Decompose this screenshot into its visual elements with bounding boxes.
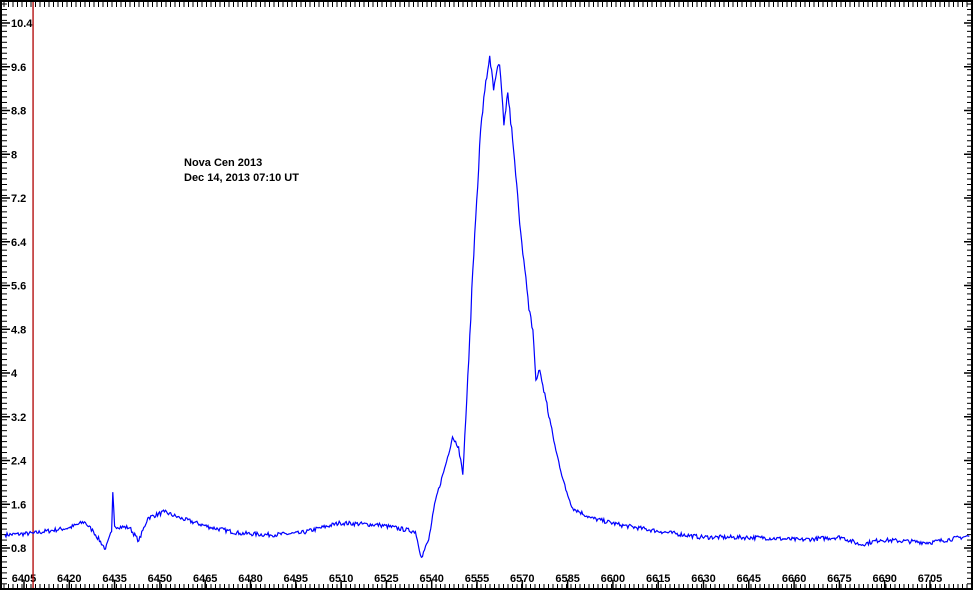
x-tick-label: 6435 — [102, 573, 126, 585]
x-tick-label: 6525 — [374, 573, 398, 585]
annotation-date: Dec 14, 2013 07:10 UT — [184, 172, 299, 184]
x-tick-label: 6615 — [646, 573, 670, 585]
y-tick-label: 1.6 — [11, 499, 26, 511]
x-axis-labels: 6405 6420 6435 6450 6465 6480 6495 6510 6525 6540… — [12, 573, 942, 585]
x-tick-label: 6675 — [827, 573, 851, 585]
x-tick-label: 6630 — [691, 573, 715, 585]
y-axis-labels: 10.4 9.6 8.8 8 7.2 6.4 5.6 4.8 4 3.2 2.4 1.6 0.8 — [11, 18, 33, 555]
y-tick-label: 10.4 — [11, 18, 33, 30]
annotation-object: Nova Cen 2013 — [184, 157, 262, 169]
x-tick-label: 6645 — [737, 573, 761, 585]
y-tick-label: 9.6 — [11, 62, 26, 74]
x-tick-label: 6480 — [238, 573, 262, 585]
y-tick-label: 3.2 — [11, 412, 26, 424]
y-tick-label: 8 — [11, 149, 17, 161]
y-tick-label: 0.8 — [11, 543, 26, 555]
x-tick-label: 6405 — [12, 573, 36, 585]
x-tick-label: 6450 — [148, 573, 172, 585]
y-tick-label: 4.8 — [11, 324, 26, 336]
y-tick-label: 2.4 — [11, 456, 27, 468]
x-tick-label: 6540 — [419, 573, 443, 585]
y-tick-label: 8.8 — [11, 106, 26, 118]
x-tick-label: 6585 — [555, 573, 579, 585]
y-tick-label: 6.4 — [11, 237, 27, 249]
x-tick-label: 6690 — [872, 573, 896, 585]
y-tick-label: 4 — [11, 368, 18, 380]
x-tick-label: 6660 — [782, 573, 806, 585]
x-tick-label: 6555 — [465, 573, 489, 585]
x-tick-label: 6510 — [329, 573, 353, 585]
x-tick-label: 6600 — [601, 573, 625, 585]
x-tick-label: 6420 — [57, 573, 81, 585]
y-tick-label: 7.2 — [11, 193, 26, 205]
spectrum-series-line — [4, 55, 970, 559]
y-tick-label: 5.6 — [11, 281, 26, 293]
x-tick-label: 6495 — [284, 573, 308, 585]
x-tick-label: 6465 — [193, 573, 217, 585]
x-tick-label: 6705 — [918, 573, 942, 585]
x-tick-label: 6570 — [510, 573, 534, 585]
